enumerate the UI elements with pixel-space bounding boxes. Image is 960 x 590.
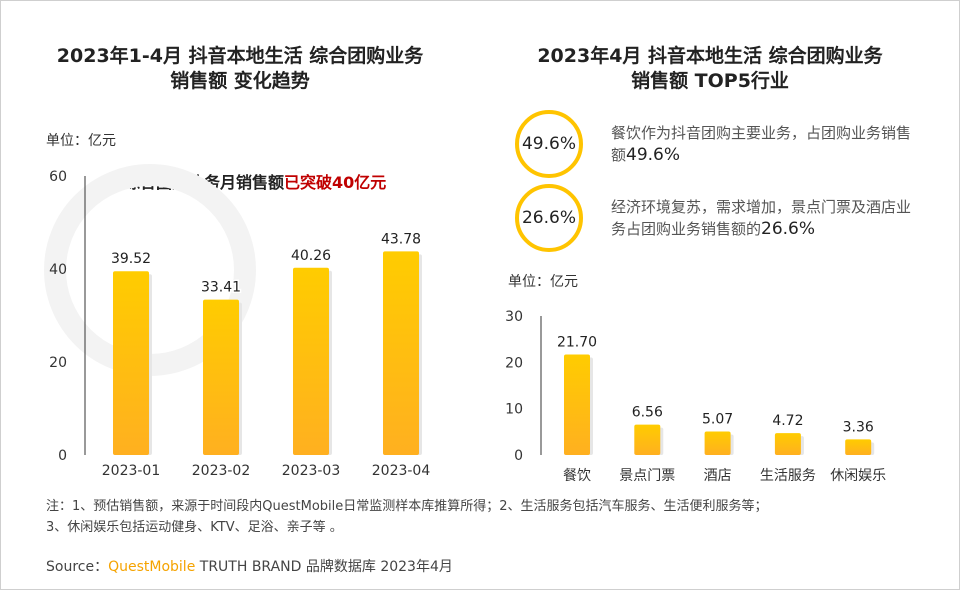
x-tick-label: 景点门票 <box>619 468 675 484</box>
y-tick-label: 0 <box>514 448 523 464</box>
bar <box>113 271 149 455</box>
bar <box>293 267 329 455</box>
left-title: 2023年1-4月 抖音本地生活 综合团购业务 销售额 变化趋势 <box>20 44 460 94</box>
callout-text: 经济环境复苏，需求增加，景点门票及酒店业务占团购业务销售额的 <box>611 198 912 238</box>
x-tick-label: 2023-02 <box>192 463 251 479</box>
footnote-line2: 3、休闲娱乐包括运动健身、KTV、足浴、亲子等 。 <box>46 520 343 535</box>
right-title-line2: 销售额 TOP5行业 <box>631 70 789 92</box>
source-brand: QuestMobile <box>108 559 196 575</box>
data-label: 6.56 <box>632 405 663 421</box>
bar <box>634 424 661 455</box>
bar <box>774 433 801 455</box>
y-tick-label: 20 <box>505 355 523 371</box>
y-tick-label: 30 <box>505 309 523 325</box>
y-tick-label: 20 <box>49 355 67 371</box>
data-label: 39.52 <box>111 251 151 267</box>
right-title-line1: 2023年4月 抖音本地生活 综合团购业务 <box>537 45 883 67</box>
source-label: Source： <box>46 559 109 575</box>
bar <box>383 251 419 455</box>
source-rest: TRUTH BRAND 品牌数据库 2023年4月 <box>195 559 453 575</box>
bar <box>564 354 590 455</box>
x-tick-label: 餐饮 <box>563 468 591 484</box>
callout-emph: 49.6% <box>626 145 681 165</box>
x-tick-label: 休闲娱乐 <box>830 468 886 484</box>
data-label: 3.36 <box>843 419 874 435</box>
callout-text-travel: 经济环境复苏，需求增加，景点门票及酒店业务占团购业务销售额的26.6% <box>611 196 911 240</box>
x-tick-label: 酒店 <box>704 468 732 484</box>
bar <box>203 299 239 455</box>
right-title: 2023年4月 抖音本地生活 综合团购业务 销售额 TOP5行业 <box>490 44 930 94</box>
y-tick-label: 60 <box>49 169 67 185</box>
callout-circle-travel: 26.6% <box>515 184 583 252</box>
bar <box>845 439 872 455</box>
annotation-highlight: 已突破40亿元 <box>284 173 387 192</box>
y-tick-label: 40 <box>49 262 67 278</box>
callout-text: 餐饮作为抖音团购主要业务，占团购业务销售额 <box>611 124 912 164</box>
data-label: 40.26 <box>291 248 331 264</box>
footnote-line1: 注：1、预估销售额，来源于时间段内QuestMobile日常监测样本库推算所得；… <box>46 499 768 514</box>
callout-circle-food: 49.6% <box>515 110 583 178</box>
data-label: 33.41 <box>201 280 241 296</box>
source: Source：QuestMobile TRUTH BRAND 品牌数据库 202… <box>46 556 453 576</box>
left-title-line1: 2023年1-4月 抖音本地生活 综合团购业务 <box>56 45 424 67</box>
x-tick-label: 生活服务 <box>760 468 816 484</box>
data-label: 4.72 <box>772 413 803 429</box>
callout-emph: 26.6% <box>761 219 816 239</box>
bar <box>704 431 731 455</box>
data-label: 21.70 <box>557 334 597 350</box>
x-tick-label: 2023-01 <box>102 463 161 479</box>
data-label: 5.07 <box>702 412 733 428</box>
x-tick-label: 2023-04 <box>372 463 431 479</box>
left-unit: 单位：亿元 <box>46 133 116 149</box>
callout-text-food: 餐饮作为抖音团购主要业务，占团购业务销售额49.6% <box>611 122 911 166</box>
footnote: 注：1、预估销售额，来源于时间段内QuestMobile日常监测样本库推算所得；… <box>46 496 768 538</box>
left-title-line2: 销售额 变化趋势 <box>170 70 310 92</box>
data-label: 43.78 <box>381 231 421 247</box>
y-tick-label: 10 <box>505 402 523 418</box>
x-tick-label: 2023-03 <box>282 463 341 479</box>
right-unit: 单位：亿元 <box>508 274 578 290</box>
y-tick-label: 0 <box>58 448 67 464</box>
